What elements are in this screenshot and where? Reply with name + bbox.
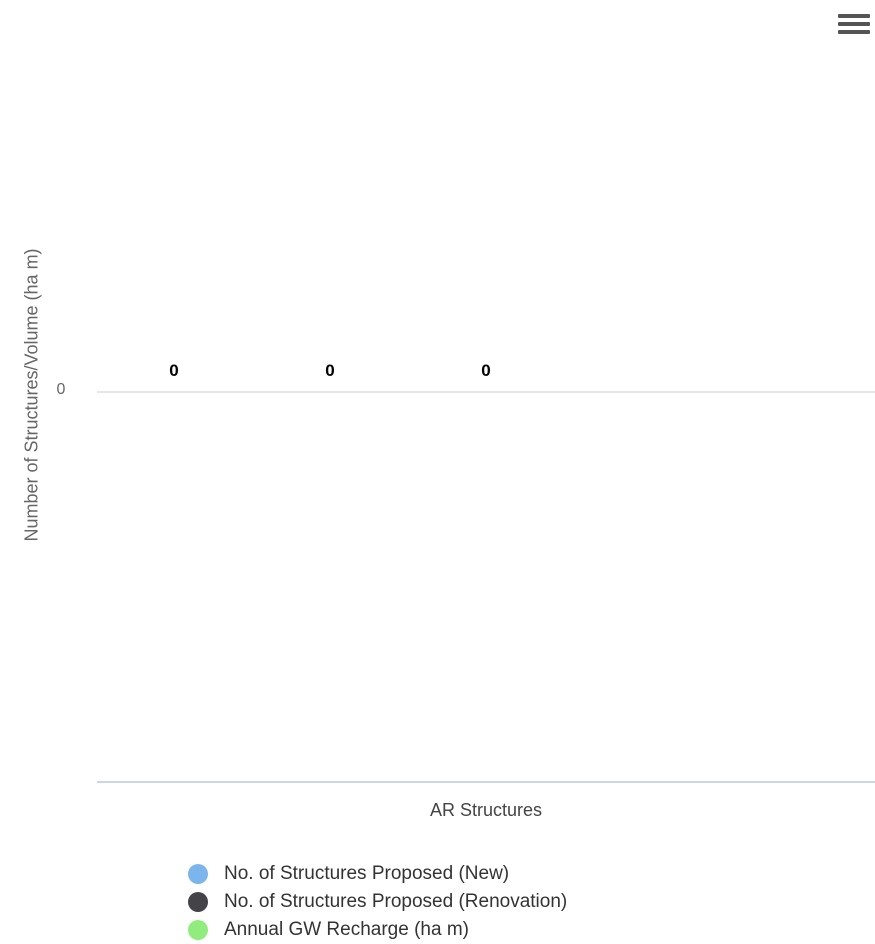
x-axis-category-label: AR Structures <box>429 800 543 820</box>
legend-label: No. of Structures Proposed (New) <box>224 863 510 884</box>
data-label-1: 0 <box>169 361 178 380</box>
chart-context-menu-button[interactable] <box>836 10 874 42</box>
legend-item-gw-recharge[interactable]: Annual GW Recharge (ha m) <box>188 916 567 944</box>
chart-legend: No. of Structures Proposed (New) No. of … <box>188 860 567 944</box>
legend-marker <box>188 920 208 940</box>
legend-marker <box>188 864 208 884</box>
hamburger-menu-icon <box>838 14 870 18</box>
legend-marker <box>188 892 208 912</box>
data-label-2: 0 <box>325 361 334 380</box>
legend-label: Annual GW Recharge (ha m) <box>224 919 469 940</box>
y-axis-tick-label: 0 <box>56 381 66 398</box>
data-label-3: 0 <box>481 361 490 380</box>
legend-item-new[interactable]: No. of Structures Proposed (New) <box>188 860 567 888</box>
legend-item-renovation[interactable]: No. of Structures Proposed (Renovation) <box>188 888 567 916</box>
legend-label: No. of Structures Proposed (Renovation) <box>224 891 568 912</box>
